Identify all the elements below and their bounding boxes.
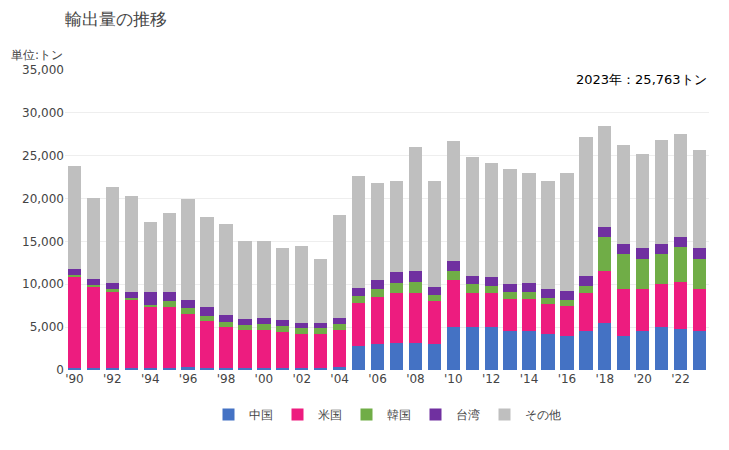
svg-text:'18: '18 [596,372,615,386]
svg-text:25,000: 25,000 [22,149,64,163]
svg-text:10,000: 10,000 [22,277,64,291]
svg-text:30,000: 30,000 [22,106,64,120]
svg-text:輸出量の推移: 輸出量の推移 [65,9,167,29]
svg-text:5,000: 5,000 [30,320,64,334]
svg-text:'10: '10 [444,372,463,386]
svg-text:韓国: 韓国 [387,408,411,422]
svg-text:15,000: 15,000 [22,235,64,249]
svg-text:その他: その他 [525,408,561,422]
svg-text:'16: '16 [558,372,577,386]
svg-text:'08: '08 [406,372,425,386]
svg-text:'14: '14 [520,372,539,386]
svg-text:'06: '06 [368,372,387,386]
svg-text:'04: '04 [330,372,349,386]
svg-text:'22: '22 [671,372,690,386]
svg-text:米国: 米国 [318,408,342,422]
svg-text:'90: '90 [65,372,84,386]
svg-text:'98: '98 [217,372,236,386]
svg-text:'00: '00 [255,372,274,386]
svg-text:20,000: 20,000 [22,192,64,206]
svg-text:35,000: 35,000 [22,63,64,77]
svg-text:'12: '12 [482,372,501,386]
svg-text:中国: 中国 [249,408,273,422]
svg-text:2023年：25,763トン: 2023年：25,763トン [576,72,707,87]
svg-text:'92: '92 [103,372,122,386]
svg-text:'20: '20 [633,372,652,386]
svg-text:'94: '94 [141,372,160,386]
svg-text:'02: '02 [292,372,311,386]
svg-text:0: 0 [56,363,64,377]
svg-text:台湾: 台湾 [456,408,480,422]
svg-text:単位:トン: 単位:トン [11,48,63,62]
svg-text:'96: '96 [179,372,198,386]
